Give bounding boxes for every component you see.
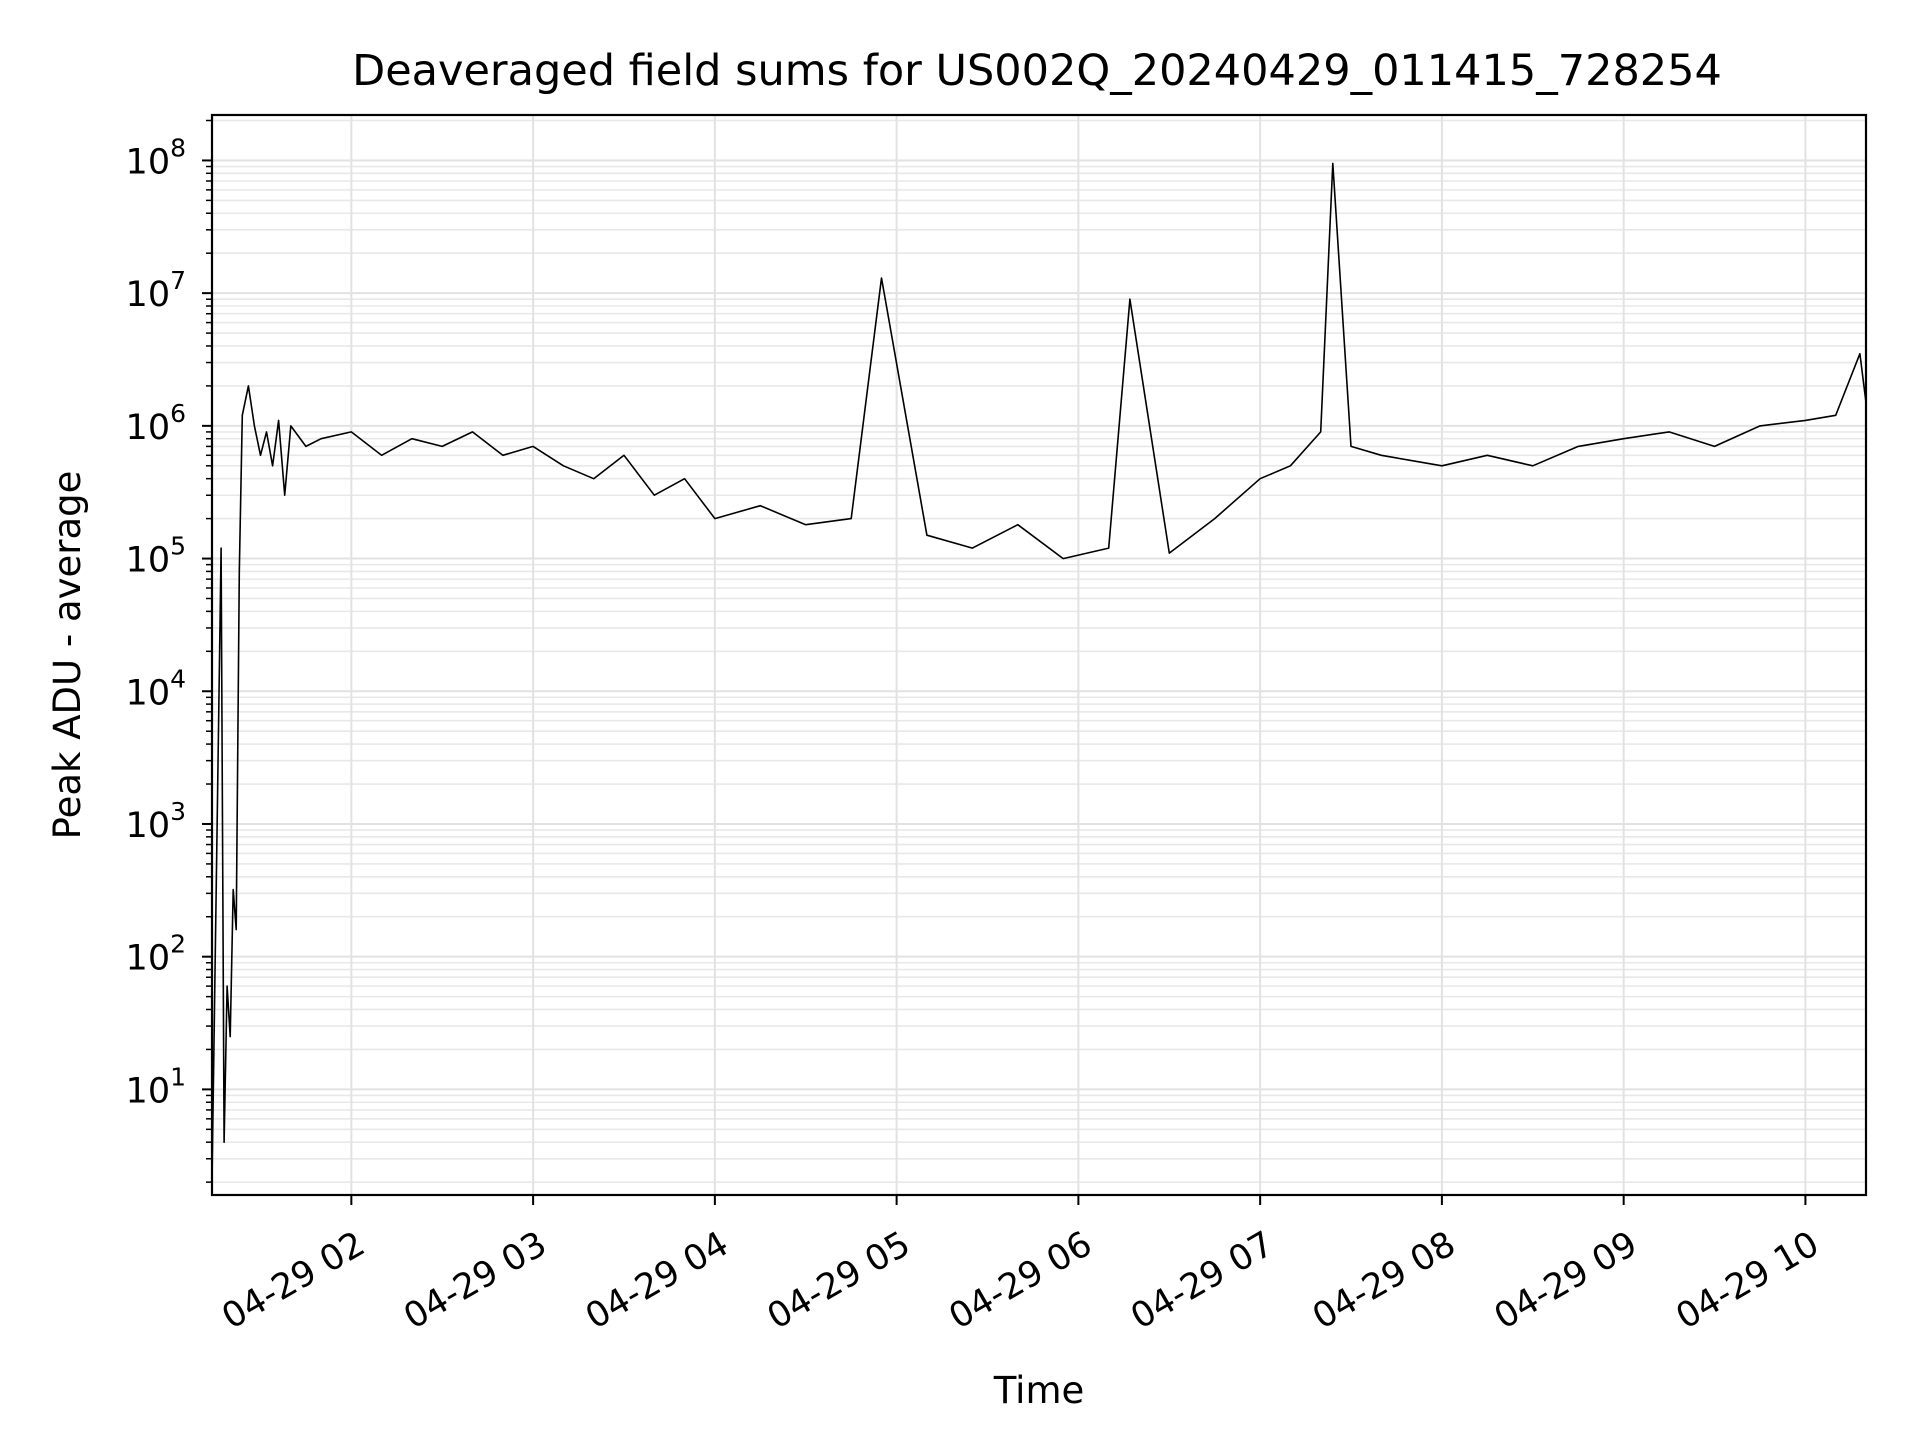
y-tick-label: 108	[126, 133, 186, 182]
data-series-line	[211, 162, 1867, 1183]
chart-title: Deaveraged field sums for US002Q_2024042…	[352, 46, 1722, 96]
grid-major	[212, 115, 1866, 1195]
y-tick-label: 104	[126, 664, 186, 713]
y-tick-label: 107	[126, 266, 186, 315]
y-tick-exponent: 2	[170, 930, 186, 959]
y-tick-label: 105	[126, 532, 186, 581]
y-axis-label: Peak ADU - average	[46, 471, 89, 840]
plot-frame	[210, 113, 1868, 1197]
y-tick-base: 10	[126, 142, 171, 182]
y-tick-label: 101	[126, 1062, 186, 1111]
x-axis-label: Time	[993, 1369, 1085, 1412]
y-tick-base: 10	[126, 806, 171, 846]
y-tick-base: 10	[126, 939, 171, 979]
y-tick-base: 10	[126, 1071, 171, 1111]
y-tick-base: 10	[126, 673, 171, 713]
y-tick-exponent: 1	[170, 1062, 186, 1091]
grid-minor	[212, 119, 1866, 1183]
y-tick-exponent: 7	[170, 266, 186, 295]
y-tick-base: 10	[126, 541, 171, 581]
y-tick-exponent: 6	[170, 399, 186, 428]
y-tick-base: 10	[126, 408, 171, 448]
plot-background	[212, 115, 1866, 1195]
y-tick-label: 103	[126, 797, 186, 846]
plot-area	[210, 113, 1868, 1197]
y-tick-exponent: 4	[170, 664, 186, 693]
y-tick-exponent: 8	[170, 133, 186, 162]
y-tick-exponent: 3	[170, 797, 186, 826]
y-tick-base: 10	[126, 275, 171, 315]
y-tick-exponent: 5	[170, 532, 186, 561]
y-tick-label: 106	[126, 399, 186, 448]
y-tick-label: 102	[126, 930, 186, 979]
